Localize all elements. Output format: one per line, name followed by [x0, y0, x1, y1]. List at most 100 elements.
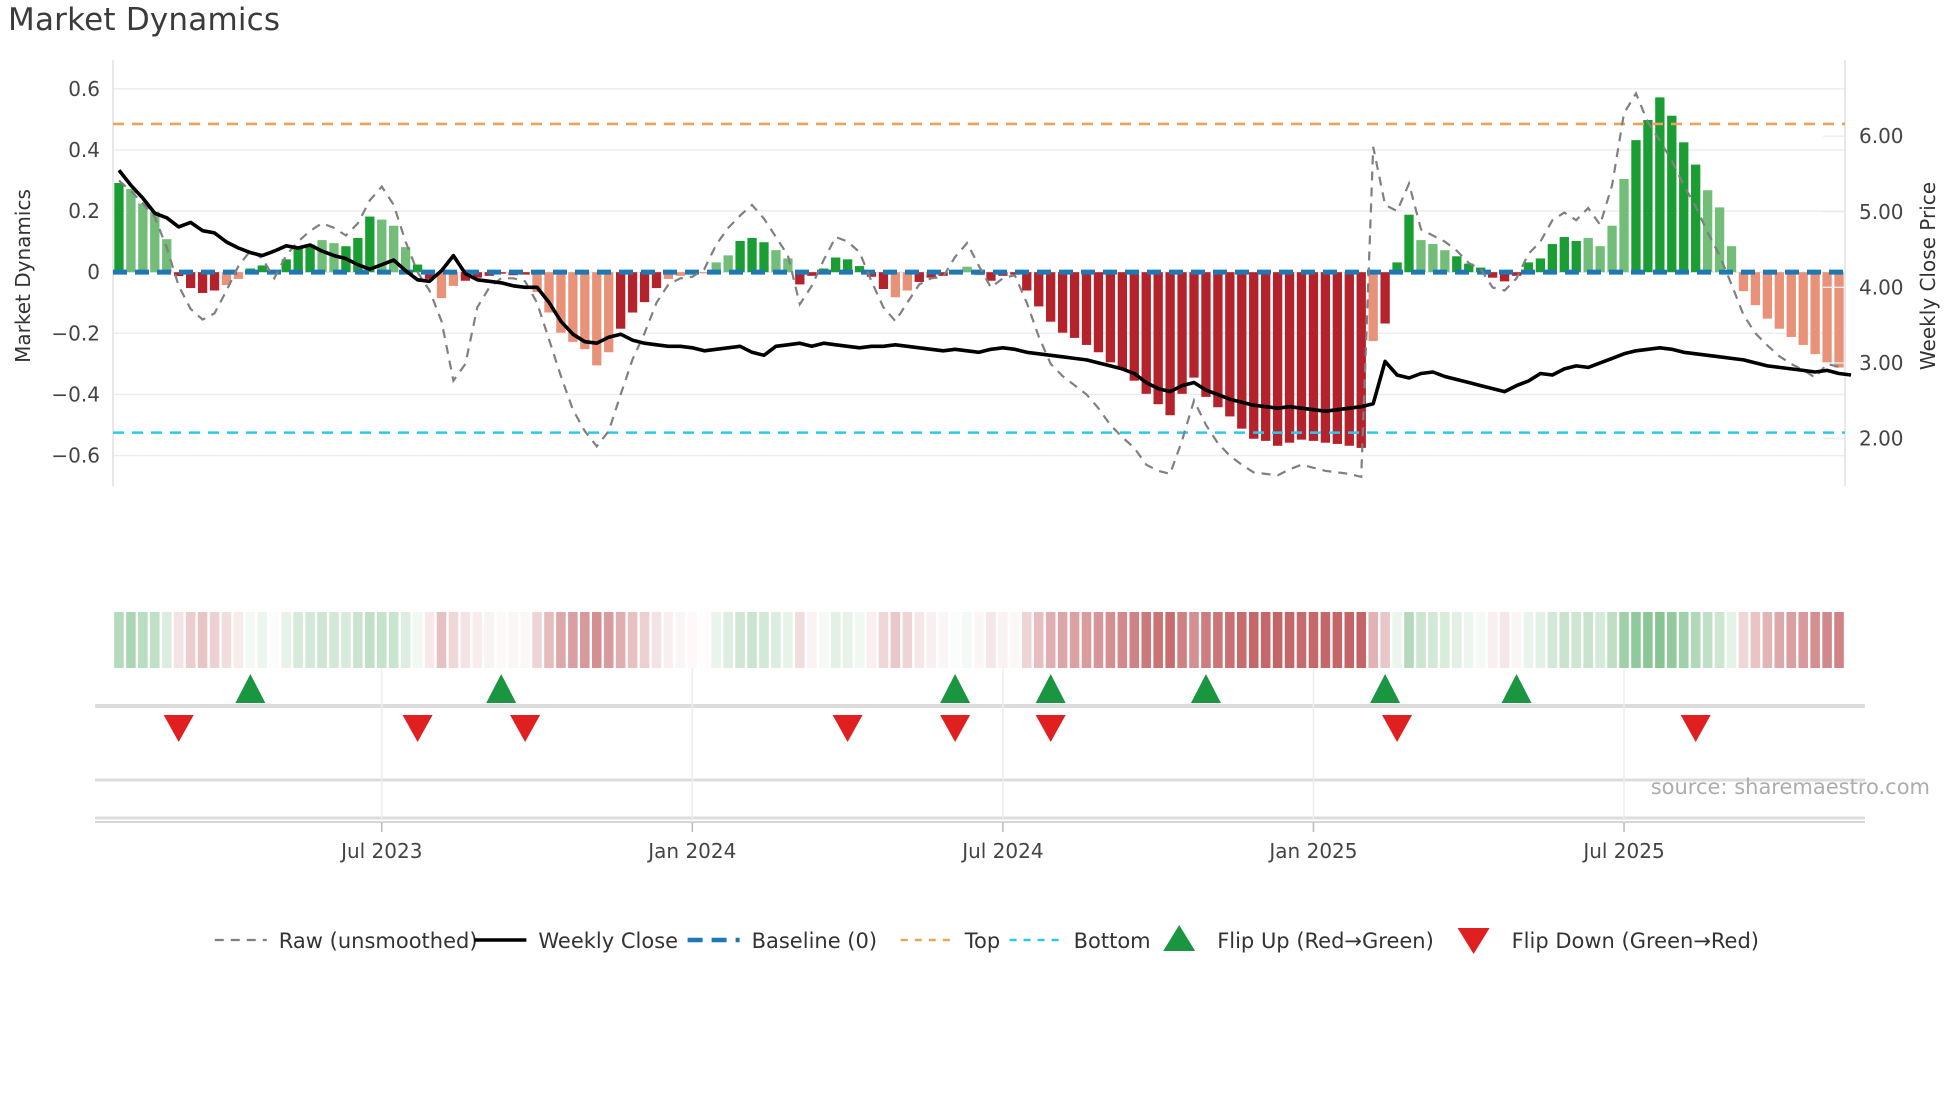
heatmap-cell [1320, 612, 1331, 668]
bar [114, 182, 124, 273]
heatmap-cell [1392, 612, 1402, 668]
bar [1296, 272, 1307, 440]
bar [1559, 237, 1569, 273]
heatmap-cell [508, 612, 518, 668]
bar [783, 258, 793, 273]
bar [604, 272, 614, 353]
bar [639, 272, 650, 303]
bar [1440, 250, 1450, 273]
heatmap-cell [998, 612, 1008, 668]
bar [1201, 272, 1211, 397]
bar [1320, 272, 1331, 443]
flip-up-marker[interactable] [1501, 674, 1532, 703]
flip-up-marker[interactable] [940, 674, 971, 703]
bar [1547, 244, 1558, 273]
bar [747, 237, 757, 273]
bar [353, 237, 363, 273]
bar [174, 272, 184, 277]
bar [1189, 272, 1199, 378]
heatmap-cell [150, 612, 160, 668]
heatmap-cell [1129, 612, 1140, 668]
bar [1464, 263, 1474, 273]
right-tick-label: 5.00 [1859, 200, 1904, 224]
heatmap-cell [281, 612, 291, 668]
bar [365, 216, 375, 273]
bar [580, 272, 590, 350]
flip-down-marker[interactable] [1035, 715, 1066, 742]
left-tick-label: 0.2 [68, 199, 100, 223]
heatmap-cell [1069, 612, 1080, 668]
heatmap-cell [353, 612, 363, 668]
heatmap-cell [1750, 612, 1761, 668]
heatmap-cell [1726, 612, 1737, 668]
flip-up-marker[interactable] [486, 674, 517, 703]
heatmap-cell [603, 612, 614, 668]
bar [209, 272, 220, 291]
bar [1261, 272, 1271, 441]
legend-label: Bottom [1074, 929, 1151, 953]
heatmap-cell [436, 612, 447, 668]
bar [1607, 225, 1617, 273]
bar [1798, 272, 1808, 345]
bar [807, 272, 817, 276]
flip-down-marker[interactable] [402, 715, 433, 742]
bar [389, 225, 399, 273]
bar [197, 272, 208, 293]
heatmap-cell [1093, 612, 1104, 668]
heatmap-cell [197, 612, 208, 668]
heatmap-cell [1213, 612, 1223, 668]
x-tick-label: Jul 2024 [960, 839, 1043, 863]
heatmap-cell [1022, 612, 1032, 668]
heatmap-cell [711, 612, 721, 668]
heatmap-cell [1033, 612, 1044, 668]
flip-down-marker[interactable] [510, 715, 541, 742]
heatmap-cell [1583, 612, 1593, 668]
bar [1165, 272, 1175, 416]
bar [1356, 272, 1366, 448]
heatmap-cell [257, 612, 268, 668]
bar [1822, 272, 1832, 363]
bar [1535, 258, 1546, 273]
heatmap-cell [556, 612, 566, 668]
heatmap-cell [1667, 612, 1677, 668]
right-axis-ticks: 6.00 5.00 4.00 3.00 2.00 Weekly Close Price [1823, 124, 1940, 450]
flip-down-marker[interactable] [1382, 715, 1413, 742]
bar [1057, 272, 1068, 333]
heatmap-cell [747, 612, 757, 668]
bar [1368, 272, 1378, 341]
bar [1679, 142, 1689, 273]
bar [150, 211, 160, 273]
heatmap-cell [472, 612, 483, 668]
flip-up-marker[interactable] [1035, 674, 1066, 703]
flip-up-marker[interactable] [1370, 674, 1401, 703]
bar [1177, 272, 1187, 394]
bar [1595, 246, 1605, 273]
bar [329, 243, 339, 273]
heatmap-cell [1619, 612, 1629, 668]
flip-down-marker[interactable] [940, 715, 971, 742]
bar [842, 259, 853, 273]
bar [1810, 272, 1820, 355]
heatmap-cell [1428, 612, 1438, 668]
heatmap-cell [639, 612, 650, 668]
heatmap-cell [1380, 612, 1390, 668]
flip-up-marker[interactable] [235, 674, 266, 703]
bar [1093, 272, 1104, 353]
bar [795, 272, 805, 285]
bar [663, 272, 674, 279]
heatmap-cell [245, 612, 256, 668]
flip-up-marker[interactable] [1190, 674, 1221, 703]
heatmap-cell [723, 612, 733, 668]
bar [699, 272, 709, 274]
bar [1571, 241, 1581, 273]
heatmap-cell [532, 612, 542, 668]
flip-down-marker[interactable] [163, 715, 194, 742]
heatmap-cell [663, 612, 674, 668]
page-title: Market Dynamics [8, 2, 281, 38]
flip-down-marker[interactable] [832, 715, 863, 742]
heatmap-cell [1177, 612, 1187, 668]
flip-down-marker[interactable] [1680, 715, 1711, 742]
left-tick-label: −0.4 [51, 382, 100, 406]
bar [1332, 272, 1343, 444]
